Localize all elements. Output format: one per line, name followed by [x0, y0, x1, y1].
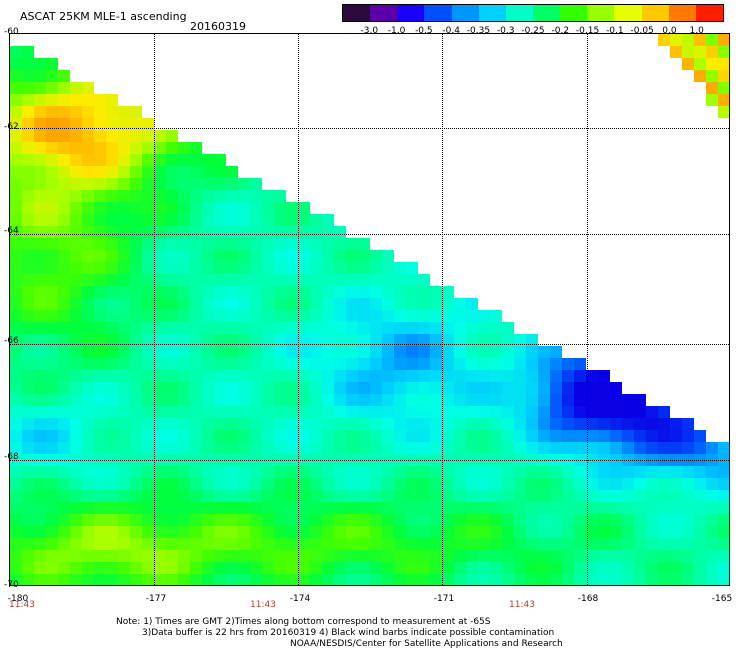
note-line-1: Note: 1) Times are GMT 2)Times along bot…	[116, 617, 491, 627]
note-line-2: 3)Data buffer is 22 hrs from 20160319 4)…	[142, 628, 555, 638]
lon-label-171: -171	[433, 594, 455, 604]
colorbar-label: -1.0	[387, 26, 406, 36]
colorbar-segment	[343, 5, 371, 21]
lat-label-62: -62	[4, 122, 19, 132]
product-title: ASCAT 25KM MLE-1 ascending	[20, 10, 187, 23]
colorbar-segment	[397, 5, 425, 21]
time-label-3: 11:43	[509, 600, 535, 610]
colorbar-label: -0.3	[496, 26, 515, 36]
colorbar-segment	[478, 5, 506, 21]
lon-label-165: -165	[711, 594, 733, 604]
colorbar-segment	[451, 5, 479, 21]
note-line-3: NOAA/NESDIS/Center for Satellite Applica…	[290, 639, 563, 649]
colorbar-label: -0.15	[575, 26, 600, 36]
colorbar-segment	[614, 5, 642, 21]
colorbar	[342, 4, 724, 22]
grid-line-lat-64	[10, 234, 729, 235]
grid-line-lon-174	[298, 34, 299, 585]
lat-label-64: -64	[4, 226, 19, 236]
colorbar-segment	[587, 5, 615, 21]
grid-line-lon-177	[154, 34, 155, 585]
colorbar-segment	[695, 5, 723, 21]
colorbar-label: 0.0	[662, 26, 677, 36]
colorbar-label: 1.0	[689, 26, 704, 36]
lat-label-70: -70	[4, 580, 19, 590]
map-plot-area	[9, 33, 730, 586]
grid-line-lat-68	[10, 460, 729, 461]
colorbar-label: -0.5	[415, 26, 433, 36]
lat-label-68: -68	[4, 452, 19, 462]
colorbar-label: -0.2	[551, 26, 570, 36]
colorbar-segment	[668, 5, 696, 21]
grid-line-lat-62	[10, 128, 729, 129]
colorbar-segment	[560, 5, 588, 21]
colorbar-segment	[424, 5, 452, 21]
product-date: 20160319	[190, 20, 246, 33]
colorbar-label: -0.25	[521, 26, 545, 36]
mle-field-image	[10, 34, 729, 585]
colorbar-segment	[641, 5, 669, 21]
time-label-2: 11:43	[250, 600, 276, 610]
lat-label-66: -66	[4, 336, 19, 346]
colorbar-label: -0.1	[606, 26, 624, 36]
grid-line-lon-171	[442, 34, 443, 585]
colorbar-label: -3.0	[360, 26, 379, 36]
lon-label-177: -177	[145, 594, 167, 604]
colorbar-segment	[370, 5, 398, 21]
lon-label-174: -174	[289, 594, 311, 604]
colorbar-label: -0.05	[630, 26, 654, 36]
colorbar-label: -0.35	[466, 26, 491, 36]
lon-label-180: -180	[7, 594, 29, 604]
grid-line-lat-66	[10, 344, 729, 345]
grid-line-lon-168	[587, 34, 588, 585]
colorbar-segment	[505, 5, 533, 21]
time-label-1: 11:43	[9, 600, 35, 610]
lon-label-168: -168	[577, 594, 599, 604]
colorbar-segment	[532, 5, 561, 21]
lat-label-60: -60	[4, 27, 19, 37]
colorbar-label: -0.4	[442, 26, 460, 36]
